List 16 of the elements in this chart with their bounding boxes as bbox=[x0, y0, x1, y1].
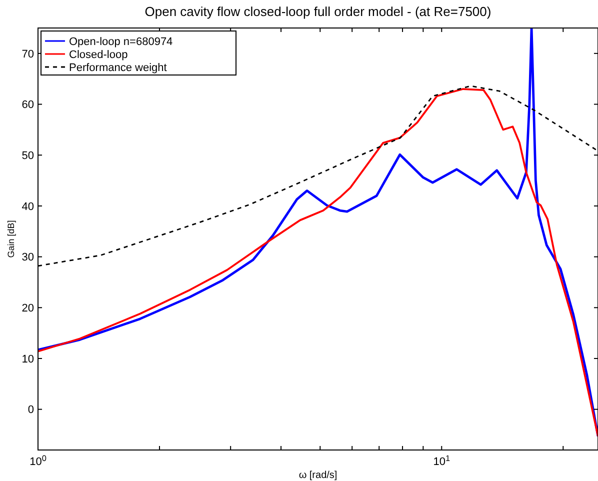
y-tick-label: 20 bbox=[22, 302, 34, 314]
y-axis-title: Gain [dB] bbox=[6, 220, 16, 258]
legend-label: Open-loop n=680974 bbox=[69, 36, 173, 48]
y-tick-label: 0 bbox=[28, 404, 34, 416]
y-tick-label: 50 bbox=[22, 150, 34, 162]
x-tick-label: 10$^{0}$ bbox=[30, 454, 47, 468]
y-tick-label: 60 bbox=[22, 99, 34, 112]
x-tick-label: 10$^{1}$ bbox=[433, 454, 450, 468]
chart-title: Open cavity flow closed-loop full order model - (at Re=7500) bbox=[144, 4, 492, 19]
y-tick-label: 70 bbox=[22, 48, 34, 60]
legend-label: Closed-loop bbox=[69, 48, 128, 61]
y-tick-label: 40 bbox=[22, 200, 34, 213]
y-tick-label: 10 bbox=[22, 353, 34, 366]
x-axis-title: ω [rad/s] bbox=[298, 470, 338, 481]
y-tick-label: 30 bbox=[22, 252, 34, 264]
legend-label: Performance weight bbox=[69, 62, 167, 74]
